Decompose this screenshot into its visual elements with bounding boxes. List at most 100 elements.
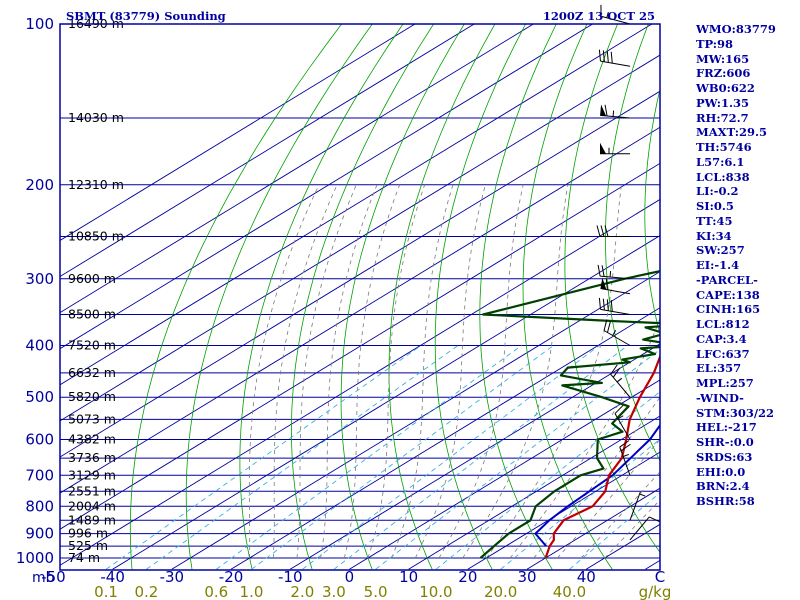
pressure-tick-label: 700 bbox=[25, 466, 54, 484]
height-label: 1489 m bbox=[68, 512, 116, 527]
pressure-tick-label: 800 bbox=[25, 497, 54, 515]
mixing-ratio-line bbox=[302, 345, 600, 570]
temperature-tick-label: -50 bbox=[41, 568, 66, 586]
mixing-ratio-label: 10.0 bbox=[419, 583, 452, 600]
dry-adiabat-line bbox=[239, 24, 404, 570]
index-row: -PARCEL- bbox=[696, 272, 758, 287]
index-row: LCL:812 bbox=[696, 317, 750, 331]
mixing-ratio-label: g/kg bbox=[639, 583, 672, 600]
index-row: LI:-0.2 bbox=[696, 184, 739, 199]
index-row: RH:72.7 bbox=[696, 110, 749, 125]
height-label: 2551 m bbox=[68, 483, 116, 498]
height-label: 3736 m bbox=[68, 450, 116, 465]
height-label: 14030 m bbox=[68, 110, 124, 125]
dry-adiabat-line bbox=[434, 24, 527, 570]
pressure-tick-label: 500 bbox=[25, 388, 54, 406]
wind-barb bbox=[629, 491, 646, 521]
height-label: 4382 m bbox=[68, 432, 116, 447]
wind-barb bbox=[600, 277, 631, 295]
temperature-trace bbox=[544, 353, 660, 559]
pressure-tick-label: 600 bbox=[25, 431, 54, 449]
dry-adiabat-line bbox=[522, 24, 613, 570]
pressure-tick-label: 400 bbox=[25, 337, 54, 355]
sounding-time: 1200Z 13 OCT 25 bbox=[543, 9, 655, 23]
height-label: 525 m bbox=[68, 538, 108, 553]
mixing-ratio-line bbox=[105, 345, 422, 570]
index-row: PW:1.35 bbox=[696, 95, 750, 110]
dry-adiabat-line bbox=[185, 24, 373, 570]
moist-adiabat-line bbox=[343, 184, 400, 559]
wind-barb bbox=[600, 104, 631, 119]
index-row: EHI:0.0 bbox=[696, 464, 746, 479]
dry-adiabat-line bbox=[644, 87, 660, 336]
pressure-tick-label: 100 bbox=[25, 15, 54, 33]
temperature-tick-label: 0 bbox=[345, 568, 355, 586]
index-row: -WIND- bbox=[696, 390, 744, 405]
isotherm-line bbox=[60, 162, 660, 530]
mixing-ratio-line bbox=[375, 348, 660, 570]
index-row: TH:5746 bbox=[696, 140, 752, 154]
height-label: 6632 m bbox=[68, 365, 116, 380]
height-label: 12310 m bbox=[68, 177, 124, 192]
index-row: EL:357 bbox=[696, 361, 742, 376]
isotherm-line bbox=[60, 24, 476, 278]
index-row: TP:98 bbox=[696, 36, 734, 51]
temperature-tick-label: -20 bbox=[219, 568, 244, 586]
index-row: KI:34 bbox=[696, 228, 732, 243]
mixing-ratio-label: 2.0 bbox=[290, 583, 314, 600]
mixing-ratio-label: 40.0 bbox=[553, 583, 586, 600]
isotherm-line bbox=[171, 271, 660, 570]
pressure-unit-label: mb bbox=[32, 570, 55, 586]
index-row: SI:0.5 bbox=[696, 199, 734, 213]
isotherm-line bbox=[467, 451, 660, 570]
index-row: MAXT:29.5 bbox=[696, 125, 767, 140]
dry-adiabat-line bbox=[792, 0, 800, 569]
plot-border bbox=[59, 23, 661, 571]
isotherm-line bbox=[60, 24, 594, 350]
mixing-ratio-label: 5.0 bbox=[364, 583, 388, 600]
mixing-ratio-label: 3.0 bbox=[322, 583, 346, 600]
moist-adiabat-line bbox=[462, 184, 569, 559]
temperature-tick-label: 30 bbox=[517, 568, 536, 586]
isotherm-line bbox=[60, 126, 660, 494]
pressure-tick-label: 1000 bbox=[16, 549, 54, 567]
index-row: EI:-1.4 bbox=[696, 258, 740, 272]
temperature-tick-label: 20 bbox=[458, 568, 477, 586]
pressure-tick-label: 900 bbox=[25, 525, 54, 543]
height-label: 3129 m bbox=[68, 467, 116, 482]
moist-adiabat-line bbox=[415, 184, 486, 559]
wind-barb bbox=[619, 440, 631, 476]
temperature-tick-label: -40 bbox=[100, 568, 125, 586]
mixing-ratio-line bbox=[146, 345, 459, 570]
moist-adiabat-line bbox=[438, 184, 524, 559]
mixing-ratio-line bbox=[251, 345, 554, 570]
index-row: WMO:83779 bbox=[696, 22, 776, 36]
dewpoint-trace bbox=[479, 270, 660, 559]
wind-barb bbox=[614, 405, 631, 440]
temperature-tick-label: -10 bbox=[278, 568, 303, 586]
mixing-ratio-label: 0.6 bbox=[204, 583, 228, 600]
mixing-ratio-label: 1.0 bbox=[240, 583, 264, 600]
isotherm-line bbox=[230, 307, 660, 570]
dry-adiabat-line bbox=[479, 24, 557, 570]
index-row: WB0:622 bbox=[696, 81, 755, 95]
height-label: 7520 m bbox=[68, 338, 116, 353]
index-row: TT:45 bbox=[696, 213, 733, 228]
index-row: LFC:637 bbox=[696, 346, 750, 361]
isotherm-line bbox=[112, 235, 660, 570]
isotherm-line bbox=[60, 24, 653, 386]
height-label: 74 m bbox=[68, 550, 100, 565]
isotherm-line bbox=[60, 24, 535, 314]
temperature-tick-label: 10 bbox=[399, 568, 418, 586]
mixing-ratio-label: 0.2 bbox=[135, 583, 159, 600]
wind-barb bbox=[603, 319, 631, 346]
wind-barb bbox=[598, 297, 631, 316]
wind-barb bbox=[600, 142, 630, 155]
mixing-ratio-line bbox=[435, 391, 660, 570]
moist-adiabat-line bbox=[248, 184, 320, 558]
parcel-trace bbox=[534, 423, 660, 547]
dry-adiabat-line bbox=[340, 24, 465, 570]
height-label: 9600 m bbox=[68, 271, 116, 286]
moist-adiabat-line bbox=[391, 184, 454, 559]
